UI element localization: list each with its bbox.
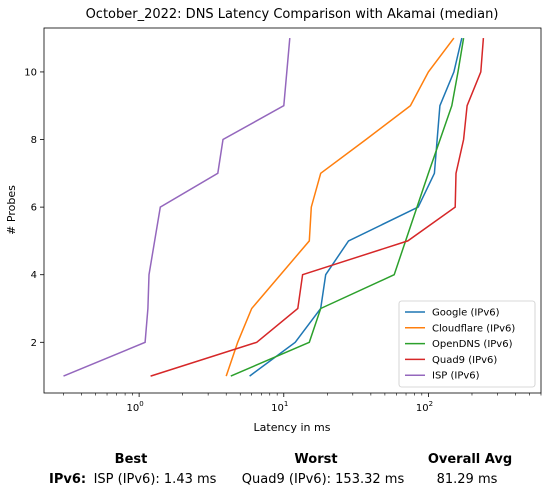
y-tick-label: 2 (31, 338, 37, 349)
latency-chart: October_2022: DNS Latency Comparison wit… (5, 7, 542, 434)
series-line-isp-ipv6 (63, 38, 291, 377)
legend-label: OpenDNS (IPv6) (432, 339, 513, 350)
legend-label: Quad9 (IPv6) (432, 355, 497, 366)
legend: Google (IPv6) Cloudflare (IPv6) OpenDNS (I… (398, 300, 536, 388)
plot-frame (43, 27, 542, 394)
row-label-text: IPv6 (49, 472, 81, 487)
y-tick-label: 10 (24, 67, 37, 78)
y-tick-label: 6 (31, 203, 37, 214)
row-label-colon: : (80, 472, 87, 487)
series-line-opendns-ipv6 (230, 37, 465, 377)
x-tick-label: 101 (271, 400, 288, 414)
y-tick-label: 8 (31, 135, 37, 146)
best-header: Best (114, 452, 148, 467)
y-axis-label: # Probes (5, 185, 18, 235)
best-value: ISP (IPv6): 1.43 ms (93, 472, 217, 487)
y-axis-ticks: 2 4 6 8 10 (24, 67, 44, 349)
legend-label: Cloudflare (IPv6) (432, 323, 515, 334)
legend-label: Google (IPv6) (432, 308, 500, 319)
x-axis-ticks: 100 101 102 (63, 393, 542, 414)
chart-title: October_2022: DNS Latency Comparison wit… (86, 7, 499, 22)
worst-header: Worst (294, 452, 338, 467)
ipv6-row-label: IPv6: (49, 472, 86, 487)
overall-avg-header: Overall Avg (427, 452, 513, 467)
series-line-cloudflare-ipv6 (225, 37, 455, 377)
overall-avg-value: 81.29 ms (436, 472, 498, 487)
summary-table: Best Worst Overall Avg IPv6: ISP (IPv6):… (0, 446, 548, 494)
legend-box (398, 300, 536, 388)
legend-label: ISP (IPv6) (432, 371, 480, 382)
y-tick-label: 4 (31, 270, 37, 281)
series-line-google-ipv6 (249, 37, 463, 377)
worst-value: Quad9 (IPv6): 153.32 ms (241, 472, 405, 487)
plot-area (63, 37, 485, 377)
x-tick-label: 100 (127, 400, 144, 414)
x-tick-label: 102 (416, 400, 433, 414)
x-axis-label: Latency in ms (254, 421, 331, 434)
